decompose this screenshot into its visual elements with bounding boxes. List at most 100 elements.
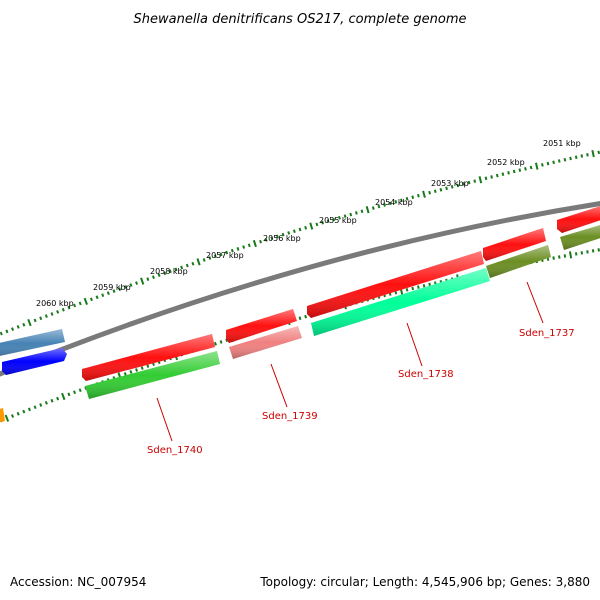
tick-mark <box>574 252 578 256</box>
tick-mark <box>11 414 15 418</box>
tick-mark <box>27 407 31 412</box>
tick-mark <box>83 297 88 305</box>
tick-mark <box>0 331 3 336</box>
tick-mark <box>225 250 229 255</box>
gene-arrow-sden-1737[interactable] <box>486 245 551 278</box>
kbp-label: 2058 kbp <box>150 267 188 276</box>
tick-mark <box>252 239 257 248</box>
tick-mark <box>157 273 161 278</box>
gene-arrow-olive[interactable] <box>560 224 600 250</box>
tick-mark <box>33 405 37 410</box>
tick-mark <box>591 249 595 253</box>
kbp-label: 2052 kbp <box>487 158 525 167</box>
tick-mark <box>185 263 189 268</box>
gene-arrow-forward[interactable] <box>82 334 215 381</box>
tick-mark <box>309 222 314 230</box>
kbp-label: 2056 kbp <box>263 234 301 243</box>
tick-mark <box>56 310 60 314</box>
gene-arrow-sden-1738[interactable] <box>307 251 484 318</box>
tick-mark <box>67 392 71 397</box>
tick-mark <box>112 289 116 293</box>
tick-mark <box>512 169 516 174</box>
tick-mark <box>118 287 122 291</box>
outer-tick-ring <box>0 149 600 336</box>
gene-arrow-orange[interactable] <box>0 408 5 423</box>
tick-mark <box>135 368 139 372</box>
tick-mark <box>135 281 139 285</box>
tick-mark <box>563 157 567 162</box>
leader-line <box>406 322 423 367</box>
kbp-label: 2057 kbp <box>206 251 244 260</box>
tick-mark <box>332 217 336 222</box>
kbp-label: 2051 kbp <box>543 139 581 148</box>
tick-mark <box>214 254 217 259</box>
tick-mark <box>394 200 398 204</box>
tick-mark <box>343 214 347 218</box>
tick-mark <box>428 282 431 287</box>
tick-mark <box>281 232 285 237</box>
tick-mark <box>106 291 110 295</box>
tick-mark <box>44 401 48 405</box>
tick-mark <box>490 175 493 179</box>
tick-mark <box>146 364 150 368</box>
tick-mark <box>22 322 26 327</box>
tick-mark <box>22 409 26 414</box>
kbp-label: 2054 kbp <box>375 198 413 207</box>
gene-arrow-sden-1739[interactable] <box>229 326 302 359</box>
tick-mark <box>168 269 172 274</box>
tick-mark <box>298 316 302 321</box>
leader-line <box>270 363 288 408</box>
tick-mark <box>89 297 93 302</box>
tick-mark <box>411 195 415 200</box>
tick-mark <box>580 251 584 255</box>
gene-label-sden-1740: Sden_1740 <box>147 445 203 456</box>
gene-arrow-reverse[interactable] <box>311 268 490 336</box>
tick-mark <box>591 149 595 158</box>
tick-mark <box>360 209 364 214</box>
tick-mark <box>123 372 127 376</box>
tick-mark <box>445 186 448 191</box>
tick-mark <box>383 203 386 207</box>
tick-mark <box>450 185 454 189</box>
kbp-labels: 2051 kbp 2052 kbp 2053 kbp 2054 kbp 2055… <box>36 139 581 308</box>
tick-mark <box>467 180 471 185</box>
tick-mark <box>371 206 375 210</box>
tick-mark <box>191 261 195 266</box>
kbp-label: 2053 kbp <box>431 179 469 188</box>
tick-mark <box>123 285 127 289</box>
tick-mark <box>484 176 488 181</box>
tick-mark <box>400 198 403 203</box>
tick-mark <box>236 247 240 251</box>
tick-mark <box>202 258 206 262</box>
tick-mark <box>597 150 600 155</box>
accession-text: Accession: NC_007954 <box>10 575 146 589</box>
tick-mark <box>422 283 426 288</box>
gene-arrow-forward[interactable] <box>557 205 600 233</box>
gene-label-sden-1738: Sden_1738 <box>398 369 454 380</box>
tick-mark <box>417 285 420 289</box>
tick-mark <box>101 293 105 298</box>
gene-arrow-forward[interactable] <box>226 309 297 343</box>
gene-arrow-blue[interactable] <box>2 348 67 375</box>
tick-mark <box>495 173 499 178</box>
tick-mark <box>264 238 268 242</box>
tick-mark <box>349 212 353 217</box>
tick-mark <box>416 193 420 198</box>
gene-arrow-steel[interactable] <box>0 329 65 358</box>
gene-arrow-sden-1740[interactable] <box>85 351 220 399</box>
genome-backbone <box>0 201 600 377</box>
tick-mark <box>518 168 522 172</box>
tick-mark <box>73 390 77 395</box>
gene-arrow-forward[interactable] <box>483 228 546 261</box>
tick-mark <box>377 204 381 209</box>
tick-mark <box>219 340 223 344</box>
tick-mark <box>298 227 302 232</box>
tick-mark <box>292 229 296 234</box>
tick-mark <box>78 301 82 306</box>
tick-mark <box>529 165 533 170</box>
tick-mark <box>321 220 324 225</box>
tick-mark <box>478 176 483 184</box>
tick-mark <box>163 271 167 276</box>
tick-mark <box>140 277 145 285</box>
